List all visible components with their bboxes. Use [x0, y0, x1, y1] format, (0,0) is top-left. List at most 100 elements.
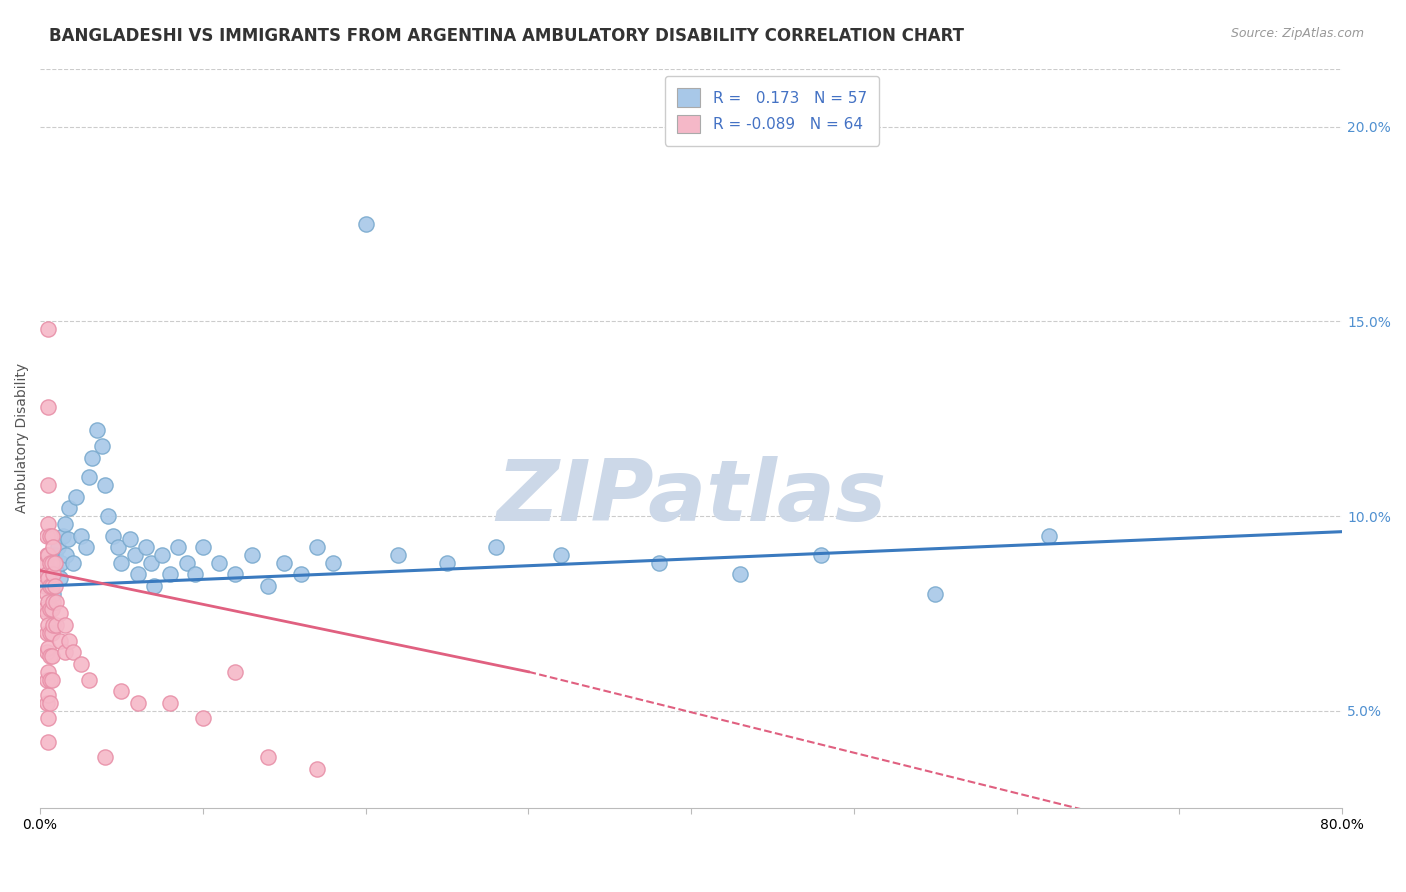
Point: [44, 548, 66, 562]
Text: Source: ZipAtlas.com: Source: ZipAtlas.com: [1230, 27, 1364, 40]
Point: [35, 645, 58, 659]
Point: [107, 540, 129, 554]
Point: [38, 579, 60, 593]
Point: [45, 595, 67, 609]
Point: [97, 509, 120, 524]
Point: [38, 556, 60, 570]
Point: [35, 587, 58, 601]
Point: [139, 556, 162, 570]
Point: [37, 665, 59, 679]
Point: [48, 571, 70, 585]
Point: [38, 673, 60, 687]
Point: [38, 528, 60, 542]
Point: [69, 528, 91, 542]
Point: [37, 322, 59, 336]
Point: [35, 625, 58, 640]
Point: [37, 571, 59, 585]
Point: [34, 556, 56, 570]
Point: [58, 501, 80, 516]
Point: [42, 618, 65, 632]
Point: [77, 470, 100, 484]
Point: [436, 556, 458, 570]
Y-axis label: Ambulatory Disability: Ambulatory Disability: [15, 363, 30, 513]
Point: [184, 567, 207, 582]
Point: [94, 478, 117, 492]
Point: [159, 567, 181, 582]
Point: [647, 556, 669, 570]
Point: [37, 641, 59, 656]
Point: [224, 665, 246, 679]
Point: [62, 645, 84, 659]
Legend: R =   0.173   N = 57, R = -0.089   N = 64: R = 0.173 N = 57, R = -0.089 N = 64: [665, 76, 879, 145]
Point: [159, 696, 181, 710]
Point: [37, 618, 59, 632]
Point: [37, 567, 59, 582]
Point: [127, 696, 149, 710]
Point: [150, 548, 173, 562]
Point: [35, 696, 58, 710]
Point: [191, 711, 214, 725]
Point: [305, 762, 328, 776]
Point: [44, 579, 66, 593]
Text: ZIPatlas: ZIPatlas: [496, 456, 886, 539]
Point: [110, 556, 132, 570]
Point: [41, 528, 63, 542]
Point: [924, 587, 946, 601]
Point: [75, 540, 97, 554]
Point: [124, 548, 146, 562]
Point: [55, 548, 77, 562]
Point: [44, 556, 66, 570]
Point: [62, 556, 84, 570]
Point: [38, 625, 60, 640]
Point: [41, 649, 63, 664]
Point: [35, 607, 58, 621]
Point: [94, 750, 117, 764]
Point: [290, 567, 312, 582]
Point: [42, 595, 65, 609]
Point: [103, 528, 125, 542]
Text: BANGLADESHI VS IMMIGRANTS FROM ARGENTINA AMBULATORY DISABILITY CORRELATION CHART: BANGLADESHI VS IMMIGRANTS FROM ARGENTINA…: [49, 27, 965, 45]
Point: [56, 533, 79, 547]
Point: [37, 548, 59, 562]
Point: [41, 602, 63, 616]
Point: [41, 625, 63, 640]
Point: [143, 579, 166, 593]
Point: [86, 424, 108, 438]
Point: [240, 548, 263, 562]
Point: [45, 564, 67, 578]
Point: [51, 556, 73, 570]
Point: [53, 618, 76, 632]
Point: [42, 540, 65, 554]
Point: [118, 533, 141, 547]
Point: [35, 567, 58, 582]
Point: [37, 711, 59, 725]
Point: [41, 556, 63, 570]
Point: [35, 673, 58, 687]
Point: [176, 556, 198, 570]
Point: [41, 673, 63, 687]
Point: [69, 657, 91, 671]
Point: [273, 556, 295, 570]
Point: [53, 516, 76, 531]
Point: [135, 540, 157, 554]
Point: [45, 618, 67, 632]
Point: [257, 579, 280, 593]
Point: [52, 528, 75, 542]
Point: [42, 587, 65, 601]
Point: [34, 579, 56, 593]
Point: [550, 548, 572, 562]
Point: [91, 439, 114, 453]
Point: [224, 567, 246, 582]
Point: [35, 548, 58, 562]
Point: [810, 548, 832, 562]
Point: [34, 602, 56, 616]
Point: [485, 540, 508, 554]
Point: [37, 688, 59, 702]
Point: [35, 528, 58, 542]
Point: [208, 556, 231, 570]
Point: [38, 696, 60, 710]
Point: [58, 633, 80, 648]
Point: [53, 645, 76, 659]
Point: [37, 595, 59, 609]
Point: [77, 673, 100, 687]
